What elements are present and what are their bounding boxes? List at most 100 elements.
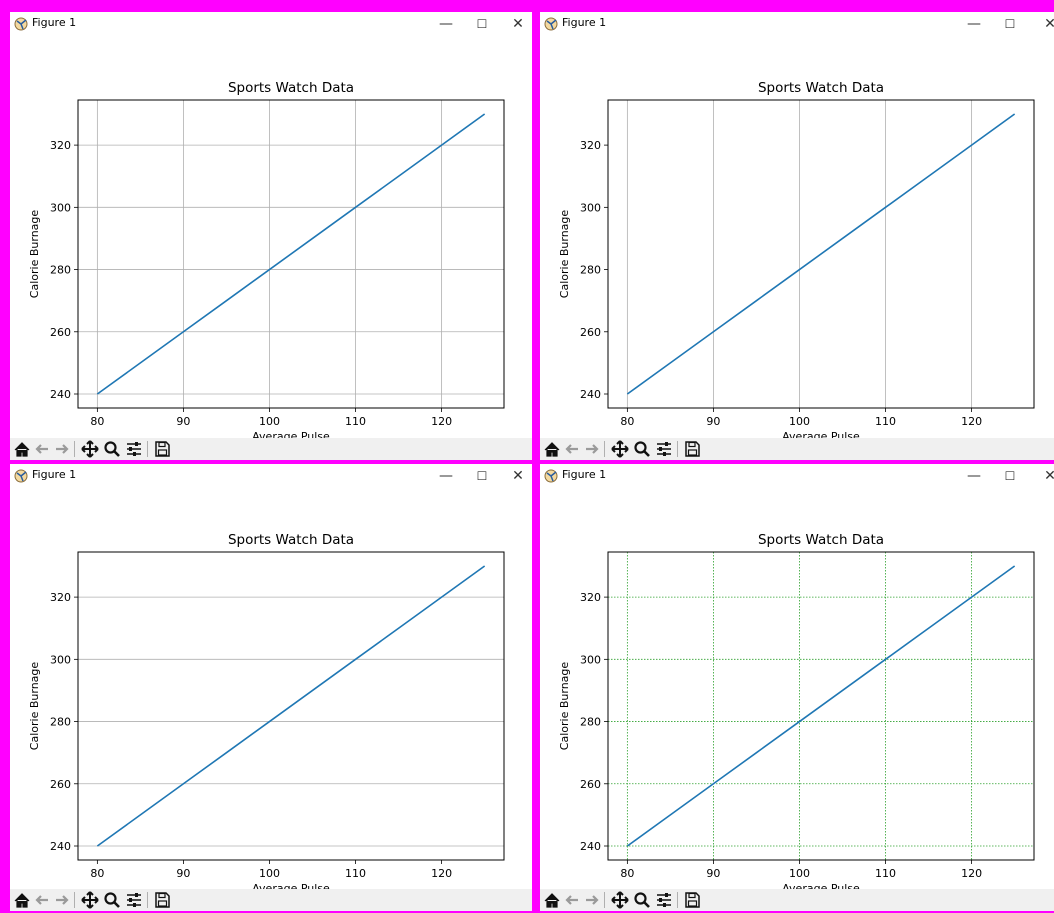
home-button[interactable] xyxy=(542,439,562,459)
pan-icon xyxy=(611,891,629,909)
forward-button[interactable] xyxy=(52,890,72,910)
window-title: Figure 1 xyxy=(562,468,607,481)
minimize-button[interactable]: — xyxy=(967,468,981,484)
maximize-button[interactable]: ☐ xyxy=(476,17,488,31)
window-title: Figure 1 xyxy=(32,16,77,29)
save-button[interactable] xyxy=(682,439,702,459)
close-button[interactable]: ✕ xyxy=(512,16,524,32)
x-tick-label: 110 xyxy=(875,867,896,880)
series-line xyxy=(96,565,486,847)
y-tick-label: 320 xyxy=(50,139,71,152)
back-button[interactable] xyxy=(32,890,52,910)
title-bar[interactable]: Figure 1 — ☐ ✕ xyxy=(10,464,532,488)
grid xyxy=(626,100,973,408)
chart-title: Sports Watch Data xyxy=(758,80,884,96)
configure-icon xyxy=(657,893,671,907)
back-button[interactable] xyxy=(562,439,582,459)
y-tick-label: 240 xyxy=(580,840,601,853)
forward-icon xyxy=(56,444,69,454)
pan-button[interactable] xyxy=(80,890,100,910)
y-tick-label: 300 xyxy=(580,653,601,666)
series-line xyxy=(96,113,486,395)
forward-button[interactable] xyxy=(52,439,72,459)
grid xyxy=(78,100,504,408)
pan-button[interactable] xyxy=(610,890,630,910)
x-tick-label: 80 xyxy=(90,867,104,880)
forward-button[interactable] xyxy=(582,890,602,910)
figure-window-top-right: Figure 1 — ☐ ✕ 80 90 100 110 120 240 260 280 300… xyxy=(540,12,1054,460)
back-button[interactable] xyxy=(32,439,52,459)
configure-button[interactable] xyxy=(654,439,674,459)
pan-button[interactable] xyxy=(610,439,630,459)
line-chart: 80 90 100 110 120 240 260 280 300 320 Sports Watch… xyxy=(558,532,1035,895)
pan-icon xyxy=(81,891,99,909)
zoom-icon xyxy=(104,441,120,457)
matplotlib-app-icon xyxy=(544,17,558,31)
x-tick-label: 90 xyxy=(176,867,190,880)
chart-title: Sports Watch Data xyxy=(228,80,354,96)
maximize-button[interactable]: ☐ xyxy=(1004,469,1016,483)
toolbar-separator xyxy=(147,441,148,457)
y-tick-label: 280 xyxy=(580,716,601,729)
back-icon xyxy=(35,444,48,454)
zoom-button[interactable] xyxy=(632,439,652,459)
configure-button[interactable] xyxy=(124,890,144,910)
configure-button[interactable] xyxy=(654,890,674,910)
matplotlib-app-icon xyxy=(14,17,28,31)
y-axis-label: Calorie Burnage xyxy=(28,662,41,751)
zoom-button[interactable] xyxy=(632,890,652,910)
minimize-button[interactable]: — xyxy=(439,468,453,484)
zoom-button[interactable] xyxy=(102,439,122,459)
maximize-button[interactable]: ☐ xyxy=(1004,17,1016,31)
x-tick-label: 90 xyxy=(706,867,720,880)
y-tick-label: 320 xyxy=(580,591,601,604)
save-button[interactable] xyxy=(152,890,172,910)
y-tick-label: 300 xyxy=(50,201,71,214)
back-button[interactable] xyxy=(562,890,582,910)
y-tick-label: 240 xyxy=(50,840,71,853)
title-bar[interactable]: Figure 1 — ☐ ✕ xyxy=(10,12,532,36)
x-tick-label: 100 xyxy=(789,415,810,428)
back-icon xyxy=(565,895,578,905)
x-tick-label: 100 xyxy=(259,867,280,880)
pan-icon xyxy=(81,440,99,458)
toolbar-separator xyxy=(677,892,678,908)
navigation-toolbar xyxy=(540,438,1054,460)
x-tick-label: 120 xyxy=(961,415,982,428)
grid xyxy=(608,552,1034,860)
chart-title: Sports Watch Data xyxy=(228,532,354,548)
home-button[interactable] xyxy=(12,890,32,910)
home-button[interactable] xyxy=(542,890,562,910)
save-button[interactable] xyxy=(682,890,702,910)
x-tick-label: 120 xyxy=(431,415,452,428)
y-tick-label: 260 xyxy=(50,326,71,339)
minimize-button[interactable]: — xyxy=(439,16,453,32)
x-tick-label: 80 xyxy=(620,415,634,428)
save-icon xyxy=(155,892,170,908)
maximize-button[interactable]: ☐ xyxy=(476,469,488,483)
forward-icon xyxy=(586,444,599,454)
save-button[interactable] xyxy=(152,439,172,459)
figure-window-bottom-right: Figure 1 — ☐ ✕ 80 90 100 110 120 240 260 280 300… xyxy=(540,464,1054,911)
minimize-button[interactable]: — xyxy=(967,16,981,32)
y-tick-label: 240 xyxy=(50,388,71,401)
x-tick-label: 110 xyxy=(345,415,366,428)
window-title: Figure 1 xyxy=(562,16,607,29)
y-axis-label: Calorie Burnage xyxy=(558,662,571,751)
configure-button[interactable] xyxy=(124,439,144,459)
title-bar[interactable]: Figure 1 — ☐ ✕ xyxy=(540,12,1054,36)
pan-button[interactable] xyxy=(80,439,100,459)
x-tick-label: 110 xyxy=(875,415,896,428)
save-icon xyxy=(155,441,170,457)
forward-button[interactable] xyxy=(582,439,602,459)
title-bar[interactable]: Figure 1 — ☐ ✕ xyxy=(540,464,1054,488)
toolbar-separator xyxy=(604,892,605,908)
series-line xyxy=(626,565,1016,847)
close-button[interactable]: ✕ xyxy=(1044,468,1054,484)
zoom-button[interactable] xyxy=(102,890,122,910)
x-tick-label: 100 xyxy=(259,415,280,428)
close-button[interactable]: ✕ xyxy=(1044,16,1054,32)
matplotlib-app-icon xyxy=(544,469,558,483)
close-button[interactable]: ✕ xyxy=(512,468,524,484)
home-button[interactable] xyxy=(12,439,32,459)
